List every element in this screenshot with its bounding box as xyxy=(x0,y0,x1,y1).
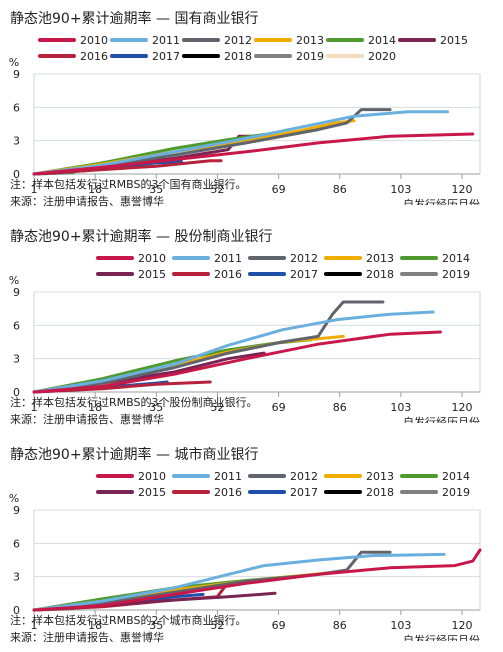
x-tick-label: 1 xyxy=(31,401,38,414)
series-line-2011 xyxy=(32,310,435,394)
y-tick-label: 3 xyxy=(13,353,20,366)
chart-note: 注：样本包括发行过RMBS的3个国有商业银行。 xyxy=(10,178,247,191)
x-tick-label: 52 xyxy=(210,183,224,196)
legend-label: 2018 xyxy=(366,268,394,281)
chart-source: 来源：注册申请报告、惠誉博华 xyxy=(10,195,164,208)
series-line-2010 xyxy=(32,330,442,394)
y-tick-label: 3 xyxy=(13,135,20,148)
legend-label: 2011 xyxy=(214,252,242,265)
series-line-2010 xyxy=(32,548,482,612)
chart-svg: 2010 2011 2012 2013 2014 2015 2016 2017 2018 2019… xyxy=(9,470,482,641)
x-tick-label: 103 xyxy=(390,401,411,414)
legend-label: 2011 xyxy=(214,470,242,483)
x-tick-label: 52 xyxy=(210,619,224,632)
series-line-2016 xyxy=(32,159,223,176)
x-axis-label: 自发行经历月份 xyxy=(403,633,480,641)
legend-label: 2017 xyxy=(290,486,318,499)
series-line-2012 xyxy=(32,300,385,394)
legend-label: 2013 xyxy=(296,34,324,47)
legend-label: 2013 xyxy=(366,252,394,265)
x-tick-label: 120 xyxy=(452,401,473,414)
x-tick-label: 35 xyxy=(149,401,163,414)
legend-label: 2010 xyxy=(138,470,166,483)
chart-svg: 2010 2011 2012 2013 2014 2015 2016 2017 2018 2019… xyxy=(9,34,481,205)
x-tick-label: 69 xyxy=(272,401,286,414)
legend-label: 2017 xyxy=(152,50,180,63)
y-tick-label: 6 xyxy=(13,537,20,550)
plot-frame xyxy=(33,291,481,393)
x-tick-label: 120 xyxy=(452,183,473,196)
chart-title: 静态池90+累计逾期率 — 股份制商业银行 xyxy=(10,229,273,245)
legend-label: 2015 xyxy=(138,486,166,499)
legend-label: 2018 xyxy=(224,50,252,63)
x-tick-label: 35 xyxy=(149,619,163,632)
y-tick-label: 9 xyxy=(13,504,20,517)
chart-note: 注：样本包括发行过RMBS的2个城市商业银行。 xyxy=(10,614,247,627)
y-tick-label: 6 xyxy=(13,319,20,332)
y-axis-label: % xyxy=(9,274,19,287)
legend-label: 2014 xyxy=(368,34,396,47)
x-tick-label: 86 xyxy=(333,401,347,414)
legend-label: 2012 xyxy=(290,252,318,265)
chart-panel-city: 静态池90+累计逾期率 — 城市商业银行 2010 2011 2012 2013 201… xyxy=(0,436,503,652)
x-tick-label: 18 xyxy=(88,619,102,632)
x-tick-label: 1 xyxy=(31,183,38,196)
x-axis-label: 自发行经历月份 xyxy=(403,197,480,205)
x-tick-label: 86 xyxy=(333,619,347,632)
x-tick-label: 35 xyxy=(149,183,163,196)
legend-label: 2014 xyxy=(442,470,470,483)
legend-label: 2010 xyxy=(80,34,108,47)
legend-label: 2012 xyxy=(290,470,318,483)
x-tick-label: 103 xyxy=(390,183,411,196)
y-tick-label: 0 xyxy=(13,604,20,617)
series-line-2011 xyxy=(32,552,446,612)
plot-frame xyxy=(33,73,481,175)
x-tick-label: 52 xyxy=(210,401,224,414)
legend-label: 2010 xyxy=(138,252,166,265)
x-tick-label: 69 xyxy=(272,183,286,196)
x-tick-label: 69 xyxy=(272,619,286,632)
y-axis-label: % xyxy=(9,56,19,69)
x-tick-label: 86 xyxy=(333,183,347,196)
legend-label: 2016 xyxy=(214,268,242,281)
x-tick-label: 18 xyxy=(88,183,102,196)
legend-label: 2015 xyxy=(440,34,468,47)
chart-title: 静态池90+累计逾期率 — 国有商业银行 xyxy=(10,11,259,27)
chart-note: 注：样本包括发行过RMBS的3个股份制商业银行。 xyxy=(10,396,258,409)
x-axis-label: 自发行经历月份 xyxy=(403,415,480,423)
series-line-2011 xyxy=(32,110,450,176)
legend-label: 2013 xyxy=(366,470,394,483)
chart-title: 静态池90+累计逾期率 — 城市商业银行 xyxy=(10,447,259,463)
legend-label: 2018 xyxy=(366,486,394,499)
y-tick-label: 0 xyxy=(13,386,20,399)
x-tick-label: 120 xyxy=(452,619,473,632)
legend-label: 2019 xyxy=(296,50,324,63)
legend-label: 2016 xyxy=(80,50,108,63)
x-tick-label: 103 xyxy=(390,619,411,632)
y-tick-label: 6 xyxy=(13,101,20,114)
legend-label: 2015 xyxy=(138,268,166,281)
legend-label: 2011 xyxy=(152,34,180,47)
x-tick-label: 18 xyxy=(88,401,102,414)
chart-source: 来源：注册申请报告、惠誉博华 xyxy=(10,631,164,644)
legend-label: 2020 xyxy=(368,50,396,63)
legend-label: 2019 xyxy=(442,268,470,281)
y-axis-label: % xyxy=(9,492,19,505)
y-tick-label: 3 xyxy=(13,571,20,584)
x-tick-label: 1 xyxy=(31,619,38,632)
chart-source: 来源：注册申请报告、惠誉博华 xyxy=(10,413,164,426)
chart-svg: 2010 2011 2012 2013 2014 2015 2016 2017 2018 2019… xyxy=(9,252,481,423)
legend-label: 2019 xyxy=(442,486,470,499)
legend-label: 2016 xyxy=(214,486,242,499)
chart-panel-joint-stock: 静态池90+累计逾期率 — 股份制商业银行 2010 2011 2012 2013 20… xyxy=(0,218,503,430)
chart-panel-state-owned: 静态池90+累计逾期率 — 国有商业银行 2010 2011 2012 2013 201… xyxy=(0,0,503,212)
y-tick-label: 0 xyxy=(13,168,20,181)
legend-label: 2014 xyxy=(442,252,470,265)
y-tick-label: 9 xyxy=(13,286,20,299)
legend-label: 2017 xyxy=(290,268,318,281)
legend-label: 2012 xyxy=(224,34,252,47)
y-tick-label: 9 xyxy=(13,68,20,81)
series-line-2010 xyxy=(32,132,475,176)
